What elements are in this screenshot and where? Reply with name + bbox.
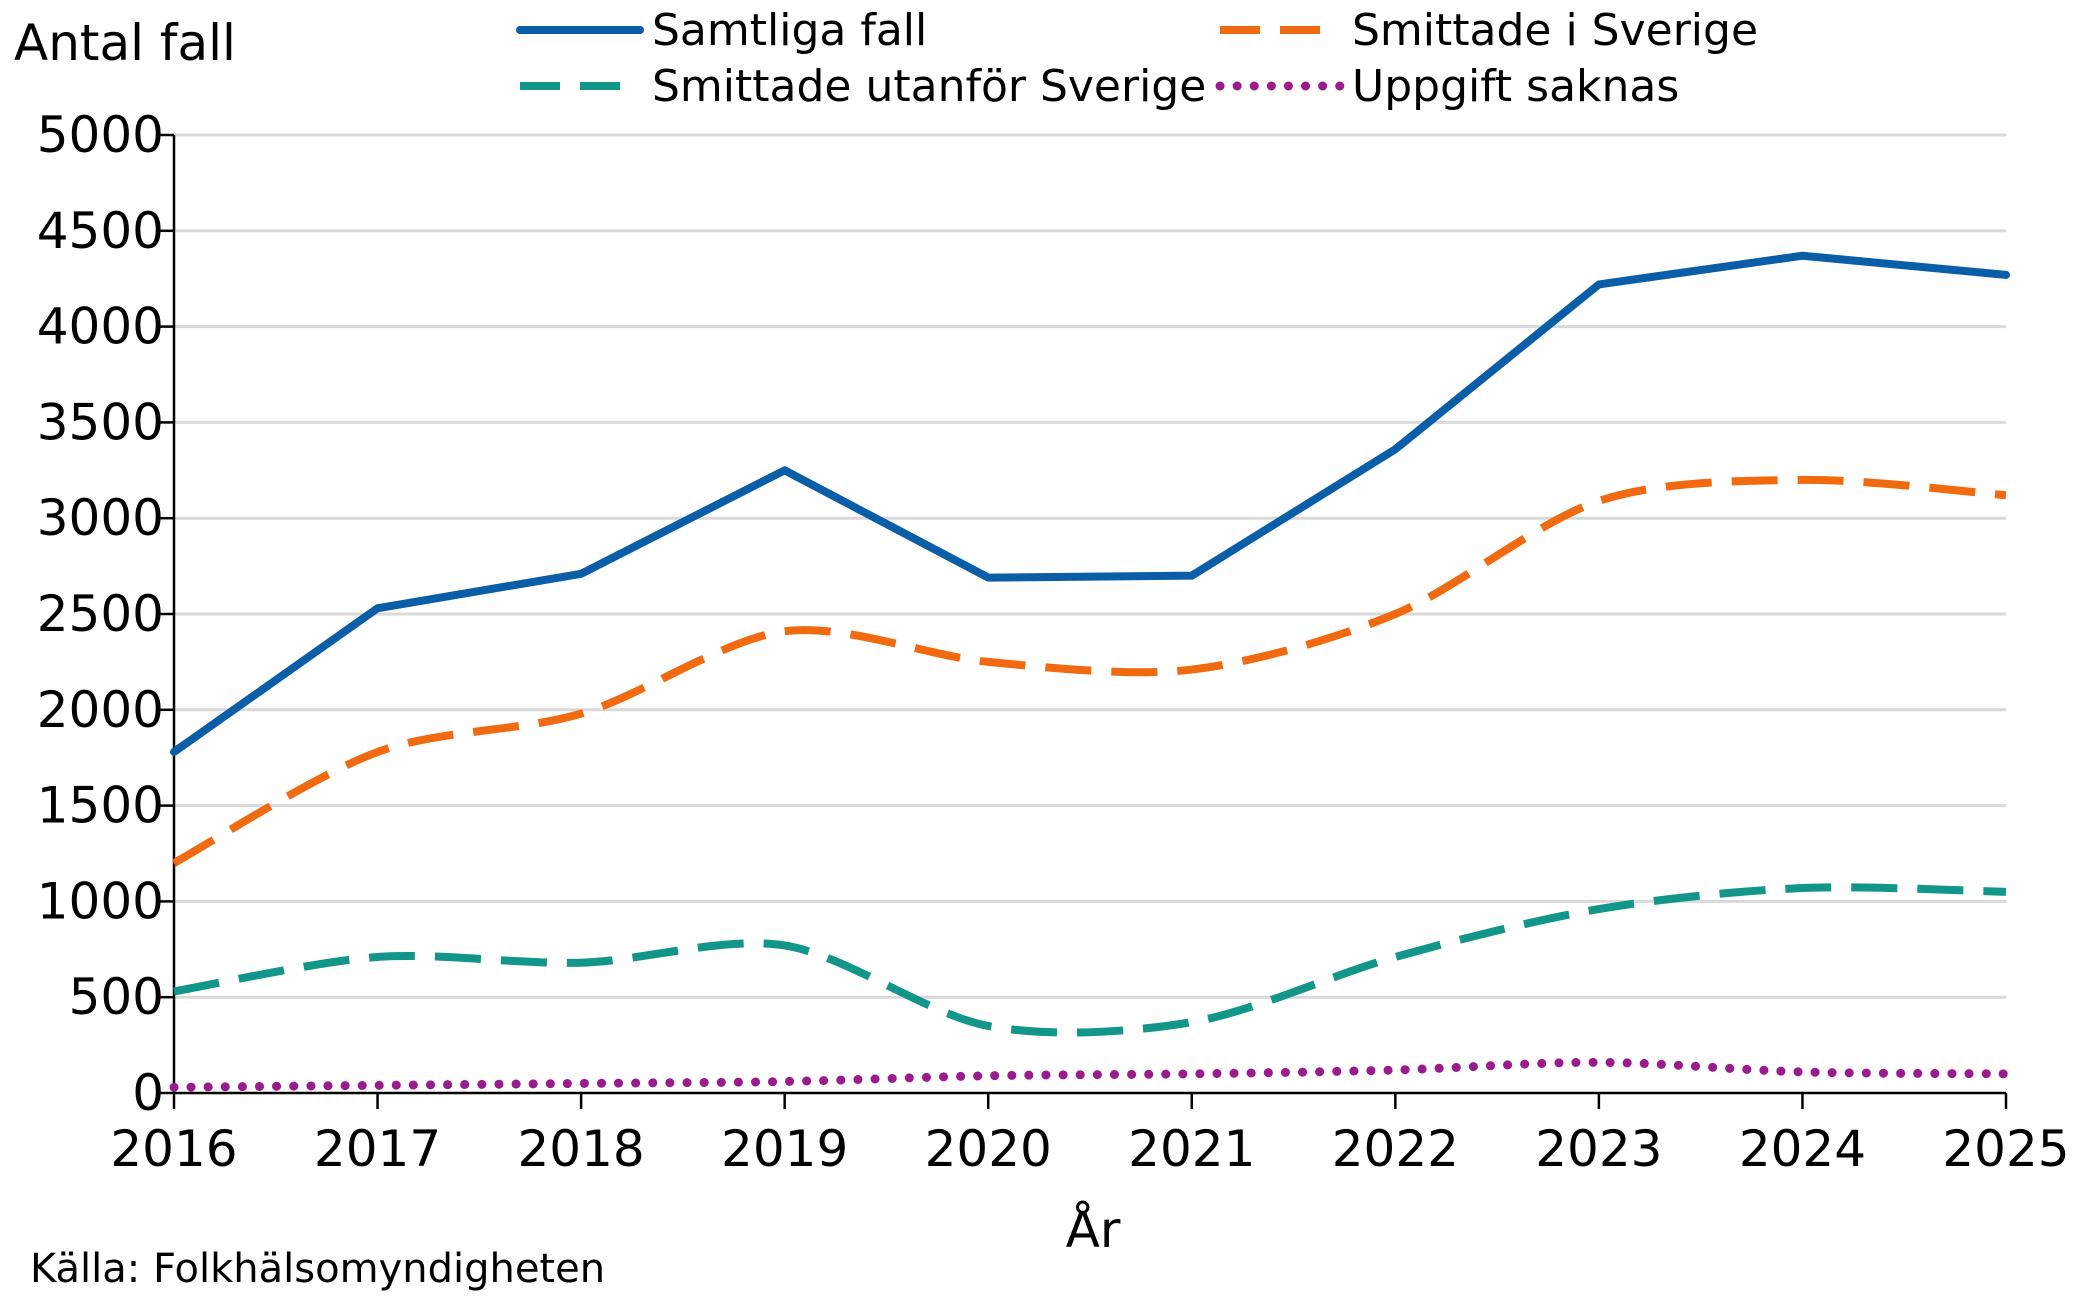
gridlines xyxy=(174,133,2006,999)
x-axis-ticks: 2016 2017 2018 2019 2020 2021 2022 2023 2024 2025 xyxy=(110,1093,2070,1178)
legend-label-0: Samtliga fall xyxy=(652,5,927,56)
series-line-1 xyxy=(172,475,2007,867)
y-tick-label: 500 xyxy=(69,968,164,1026)
y-tick-label: 4500 xyxy=(37,202,164,260)
y-tick-label: 3500 xyxy=(37,393,164,451)
y-tick-label: 0 xyxy=(132,1064,164,1122)
x-tick-label: 2020 xyxy=(925,1120,1052,1178)
legend: Samtliga fall Smittade i Sverige Smittade … xyxy=(516,5,1758,112)
source-note: Källa: Folkhälsomyndigheten xyxy=(30,1246,605,1292)
legend-label-1: Smittade i Sverige xyxy=(1352,5,1758,56)
series-line-0 xyxy=(170,251,2010,756)
x-axis-title: År xyxy=(1066,1201,1121,1259)
series-lines xyxy=(169,251,2011,1092)
legend-label-3: Uppgift saknas xyxy=(1352,61,1679,112)
y-axis-title: Antal fall xyxy=(14,14,236,72)
x-tick-label: 2016 xyxy=(110,1120,237,1178)
series-line-3 xyxy=(169,1057,2011,1092)
y-tick-label: 5000 xyxy=(37,106,164,164)
y-tick-label: 1500 xyxy=(37,777,164,835)
legend-label-2: Smittade utanför Sverige xyxy=(652,61,1206,112)
y-tick-label: 2500 xyxy=(37,585,164,643)
y-tick-label: 2000 xyxy=(37,681,164,739)
y-axis-ticks: 0 500 1000 1500 2000 2500 3000 3500 4000 4500 5000 xyxy=(37,106,174,1122)
y-tick-label: 4000 xyxy=(37,298,164,356)
x-tick-label: 2022 xyxy=(1332,1120,1459,1178)
y-tick-label: 1000 xyxy=(37,872,164,930)
series-line-2 xyxy=(173,883,2007,1037)
x-tick-label: 2018 xyxy=(517,1120,644,1178)
x-tick-label: 2025 xyxy=(1942,1120,2069,1178)
x-tick-label: 2024 xyxy=(1739,1120,1866,1178)
x-tick-label: 2023 xyxy=(1535,1120,1662,1178)
x-tick-label: 2019 xyxy=(721,1120,848,1178)
x-tick-label: 2021 xyxy=(1128,1120,1255,1178)
y-tick-label: 3000 xyxy=(37,489,164,547)
x-tick-label: 2017 xyxy=(314,1120,441,1178)
